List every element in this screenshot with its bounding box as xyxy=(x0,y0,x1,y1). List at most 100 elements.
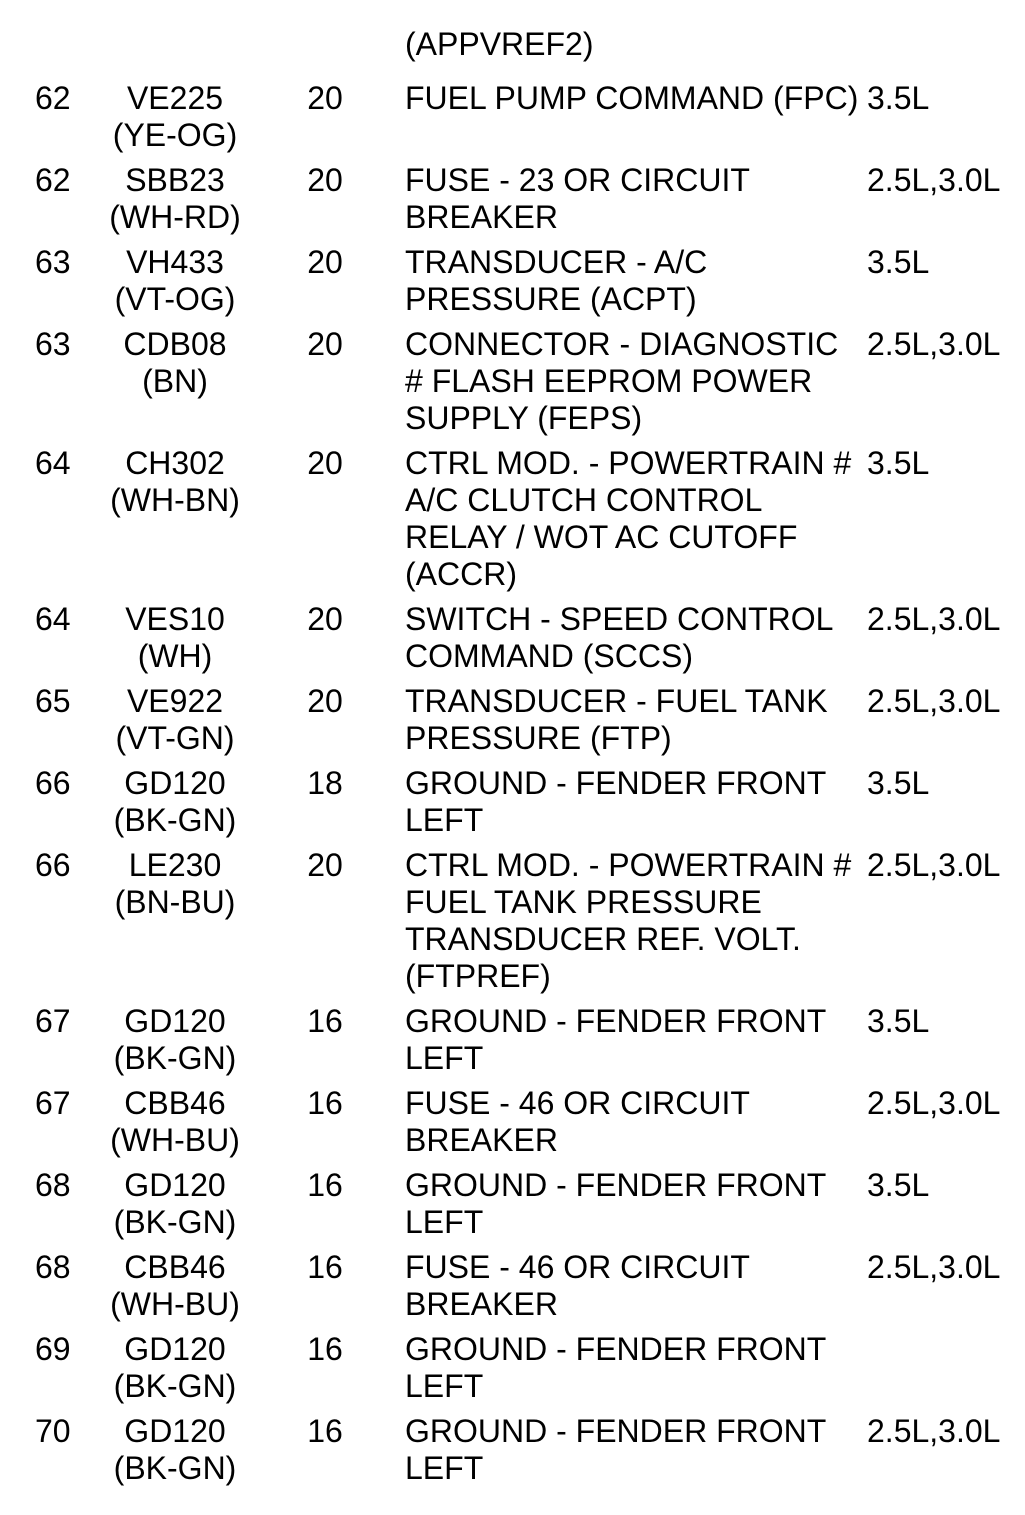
gauge-cell: 20 xyxy=(307,683,343,719)
gauge-cell: 20 xyxy=(307,80,343,116)
engine-cell: 3.5L xyxy=(867,80,930,116)
description-cell: GROUND - FENDER FRONT LEFT xyxy=(405,1413,827,1486)
pin-cell: 64 xyxy=(35,445,71,481)
circuit-id: GD120 xyxy=(124,1167,226,1203)
wire-color-code: (WH-BN) xyxy=(110,482,240,518)
pin-cell: 68 xyxy=(35,1249,71,1285)
circuit-cell: VE922 (VT-GN) xyxy=(105,683,245,757)
circuit-cell: GD120 (BK-GN) xyxy=(105,1331,245,1405)
wire-color-code: (BK-GN) xyxy=(113,1450,237,1486)
engine-cell: 2.5L,3.0L xyxy=(867,683,1001,719)
gauge-cell: 20 xyxy=(307,601,343,637)
description-cell: FUSE - 46 OR CIRCUIT BREAKER xyxy=(405,1249,750,1322)
wire-color-code: (BK-GN) xyxy=(113,1204,237,1240)
circuit-cell: LE230 (BN-BU) xyxy=(105,847,245,995)
pin-cell: 67 xyxy=(35,1085,71,1121)
description-cell: FUSE - 46 OR CIRCUIT BREAKER xyxy=(405,1085,750,1158)
circuit-cell: VH433 (VT-OG) xyxy=(105,244,245,318)
description-cell: GROUND - FENDER FRONT LEFT xyxy=(405,1003,827,1076)
gauge-cell: 16 xyxy=(307,1331,343,1367)
engine-cell: 2.5L,3.0L xyxy=(867,326,1001,362)
engine-cell: 3.5L xyxy=(867,244,930,280)
circuit-id: CDB08 xyxy=(123,326,227,362)
engine-cell: 2.5L,3.0L xyxy=(867,1085,1001,1121)
description-cell: GROUND - FENDER FRONT LEFT xyxy=(405,1331,827,1404)
pin-table: (APPVREF2) 62 VE225 (YE-OG) 20 FUEL PUMP… xyxy=(0,26,1025,1487)
pin-cell: 66 xyxy=(35,847,71,883)
description-cell: FUEL PUMP COMMAND (FPC) xyxy=(405,80,859,116)
circuit-id: VE225 xyxy=(126,80,224,116)
circuit-cell: CDB08 (BN) xyxy=(105,326,245,437)
wire-color-code: (YE-OG) xyxy=(112,117,238,153)
circuit-id: GD120 xyxy=(124,765,226,801)
engine-cell xyxy=(867,26,1025,63)
pin-cell: 62 xyxy=(35,80,71,116)
wire-color-code: (VT-GN) xyxy=(115,720,235,756)
table-row: 68 GD120 (BK-GN) 16 GROUND - FENDER FRON… xyxy=(0,1167,1025,1241)
description-cell: TRANSDUCER - A/C PRESSURE (ACPT) xyxy=(405,244,708,317)
wire-color-code: (BK-GN) xyxy=(113,1040,237,1076)
table-row: 70 GD120 (BK-GN) 16 GROUND - FENDER FRON… xyxy=(0,1413,1025,1487)
engine-cell: 2.5L,3.0L xyxy=(867,1249,1001,1285)
table-row: 67 CBB46 (WH-BU) 16 FUSE - 46 OR CIRCUIT… xyxy=(0,1085,1025,1159)
pin-cell: 62 xyxy=(35,162,71,198)
circuit-cell: GD120 (BK-GN) xyxy=(105,1413,245,1487)
table-row: 69 GD120 (BK-GN) 16 GROUND - FENDER FRON… xyxy=(0,1331,1025,1405)
circuit-id: VES10 xyxy=(125,601,225,637)
circuit-id: VH433 xyxy=(126,244,224,280)
pin-cell: 67 xyxy=(35,1003,71,1039)
gauge-cell: 16 xyxy=(307,1413,343,1449)
circuit-cell xyxy=(105,26,245,63)
table-row: 66 LE230 (BN-BU) 20 CTRL MOD. - POWERTRA… xyxy=(0,847,1025,995)
gauge-cell: 20 xyxy=(307,162,343,198)
circuit-cell: VES10 (WH) xyxy=(105,601,245,675)
table-row: 64 CH302 (WH-BN) 20 CTRL MOD. - POWERTRA… xyxy=(0,445,1025,593)
table-row-continuation: (APPVREF2) xyxy=(0,26,1025,63)
description-cell: SWITCH - SPEED CONTROL COMMAND (SCCS) xyxy=(405,601,834,674)
engine-cell: 3.5L xyxy=(867,445,930,481)
engine-cell: 3.5L xyxy=(867,1167,930,1203)
table-row: 62 SBB23 (WH-RD) 20 FUSE - 23 OR CIRCUIT… xyxy=(0,162,1025,236)
circuit-cell: GD120 (BK-GN) xyxy=(105,1003,245,1077)
gauge-cell: 16 xyxy=(307,1003,343,1039)
circuit-id: CH302 xyxy=(125,445,225,481)
pin-cell: 64 xyxy=(35,601,71,637)
circuit-cell: CBB46 (WH-BU) xyxy=(105,1085,245,1159)
table-row: 66 GD120 (BK-GN) 18 GROUND - FENDER FRON… xyxy=(0,765,1025,839)
gauge-cell: 20 xyxy=(307,326,343,362)
engine-cell: 2.5L,3.0L xyxy=(867,1413,1001,1449)
circuit-id: GD120 xyxy=(124,1331,226,1367)
circuit-cell: SBB23 (WH-RD) xyxy=(105,162,245,236)
circuit-id: CBB46 xyxy=(124,1085,226,1121)
wire-color-code: (WH-BU) xyxy=(110,1286,240,1322)
circuit-cell: GD120 (BK-GN) xyxy=(105,1167,245,1241)
circuit-id: SBB23 xyxy=(125,162,225,198)
pin-cell: 69 xyxy=(35,1331,71,1367)
gauge-cell: 18 xyxy=(307,765,343,801)
description-cell: GROUND - FENDER FRONT LEFT xyxy=(405,1167,827,1240)
circuit-id: GD120 xyxy=(124,1003,226,1039)
table-row: 63 VH433 (VT-OG) 20 TRANSDUCER - A/C PRE… xyxy=(0,244,1025,318)
description-cell: CTRL MOD. - POWERTRAIN # A/C CLUTCH CONT… xyxy=(405,445,852,592)
table-row: 63 CDB08 (BN) 20 CONNECTOR - DIAGNOSTIC … xyxy=(0,326,1025,437)
gauge-cell: 20 xyxy=(307,847,343,883)
circuit-cell: VE225 (YE-OG) xyxy=(105,80,245,154)
gauge-cell: 16 xyxy=(307,1167,343,1203)
table-row: 64 VES10 (WH) 20 SWITCH - SPEED CONTROL … xyxy=(0,601,1025,675)
pin-cell xyxy=(0,26,105,63)
engine-cell: 2.5L,3.0L xyxy=(867,601,1001,637)
circuit-id: VE922 xyxy=(126,683,224,719)
wire-color-code: (WH-BU) xyxy=(110,1122,240,1158)
table-row: 65 VE922 (VT-GN) 20 TRANSDUCER - FUEL TA… xyxy=(0,683,1025,757)
gauge-cell: 16 xyxy=(307,1085,343,1121)
wire-color-code: (BK-GN) xyxy=(113,802,237,838)
description-cell: CONNECTOR - DIAGNOSTIC # FLASH EEPROM PO… xyxy=(405,326,839,436)
engine-cell: 2.5L,3.0L xyxy=(867,847,1001,883)
table-row: 62 VE225 (YE-OG) 20 FUEL PUMP COMMAND (F… xyxy=(0,80,1025,154)
description-cell: TRANSDUCER - FUEL TANK PRESSURE (FTP) xyxy=(405,683,828,756)
gauge-cell: 16 xyxy=(307,1249,343,1285)
table-row: 68 CBB46 (WH-BU) 16 FUSE - 46 OR CIRCUIT… xyxy=(0,1249,1025,1323)
description-cell: CTRL MOD. - POWERTRAIN # FUEL TANK PRESS… xyxy=(405,847,852,994)
wire-color-code: (BN) xyxy=(142,363,208,399)
pin-cell: 63 xyxy=(35,326,71,362)
